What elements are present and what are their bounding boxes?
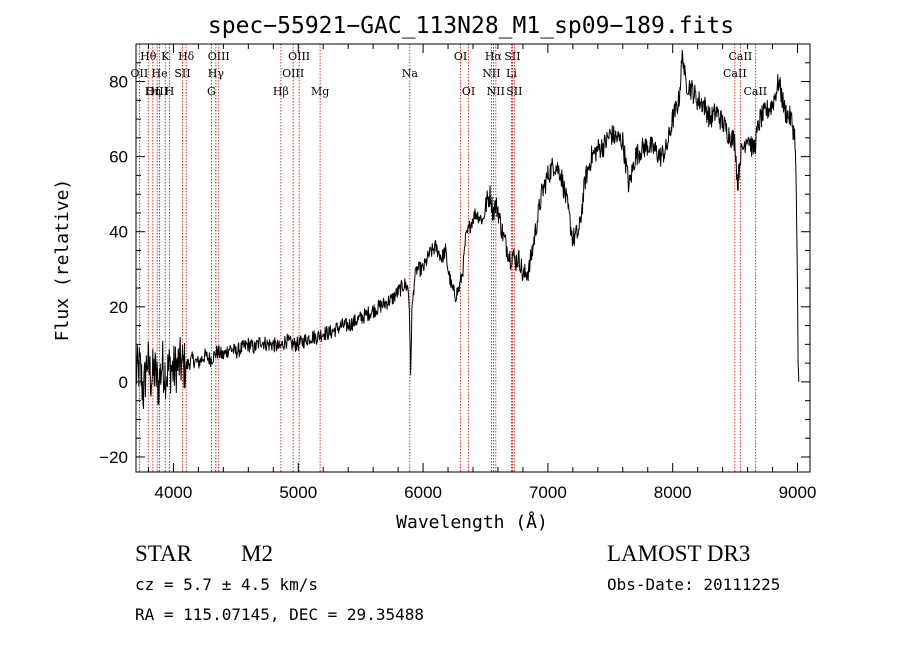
line-marker-label: SII — [506, 85, 522, 98]
y-axis-ticks: −20 0 20 40 60 80 — [99, 62, 810, 467]
line-marker-label: Hδ — [178, 50, 195, 63]
line-marker-label: CaII — [743, 85, 767, 98]
line-marker-label: OIII — [288, 50, 310, 63]
line-marker-label: CaII — [723, 67, 747, 80]
x-tick-label: 6000 — [404, 483, 442, 502]
y-tick-label: −20 — [99, 448, 128, 467]
spectral-subclass: M2 — [241, 541, 273, 566]
x-axis-ticks: 4000 5000 6000 7000 8000 9000 — [147, 44, 817, 502]
line-marker-label: Na — [402, 67, 419, 80]
x-tick-label: 4000 — [155, 483, 193, 502]
x-tick-label: 9000 — [779, 483, 817, 502]
line-marker-label: OIII — [146, 85, 168, 98]
x-axis-label: Wavelength (Å) — [396, 511, 548, 533]
line-marker-label: OI — [462, 85, 475, 98]
spectrum-line — [135, 49, 800, 409]
line-marker-label: Mg — [311, 85, 329, 98]
chart-title: spec−55921−GAC_113N28_M1_sp09−189.fits — [208, 13, 734, 39]
plot-frame — [135, 43, 811, 473]
line-marker-label: Hθ — [140, 50, 157, 63]
line-marker-label: SII — [504, 50, 520, 63]
observation-date: Obs-Date: 20111225 — [607, 575, 781, 594]
line-marker-label: Li — [506, 67, 517, 80]
sky-coordinates: RA = 115.07145, DEC = 29.35488 — [135, 605, 424, 624]
line-marker-label: NII — [482, 67, 500, 80]
line-marker-label: OI — [454, 50, 467, 63]
emission-line-markers: Hθ OII OIII He Hη K SII H Hδ OIII Hγ G OIII OIII Hβ Mg N… — [131, 44, 767, 472]
object-class: STAR — [135, 541, 192, 566]
spectrum-series — [135, 49, 800, 409]
y-tick-label: 80 — [109, 73, 128, 92]
line-marker-label: OIII — [208, 50, 230, 63]
line-marker-label: OII — [131, 67, 149, 80]
y-tick-label: 20 — [109, 298, 128, 317]
y-tick-label: 60 — [109, 148, 128, 167]
redshift-velocity: cz = 5.7 ± 4.5 km/s — [135, 575, 319, 594]
line-marker-label: G — [207, 85, 216, 98]
line-marker-label: Hγ — [208, 67, 225, 80]
line-marker-label: K — [161, 50, 170, 63]
line-marker-label: NII — [487, 85, 505, 98]
line-marker-label: Hη — [145, 85, 161, 98]
line-marker-label: SII — [174, 67, 190, 80]
line-marker-label: CaII — [729, 50, 753, 63]
x-tick-label: 8000 — [654, 483, 692, 502]
line-marker-label: He — [152, 67, 168, 80]
line-marker-label: H — [165, 85, 175, 98]
survey-name: LAMOST DR3 — [607, 541, 751, 566]
line-marker-label: Hβ — [273, 85, 289, 98]
y-tick-label: 40 — [109, 223, 128, 242]
y-tick-label: 0 — [119, 373, 128, 392]
line-marker-label: Hα — [485, 50, 503, 63]
x-tick-label: 5000 — [279, 483, 317, 502]
y-axis-label: Flux (relative) — [52, 179, 73, 342]
line-marker-label: OIII — [282, 67, 304, 80]
x-tick-label: 7000 — [529, 483, 567, 502]
